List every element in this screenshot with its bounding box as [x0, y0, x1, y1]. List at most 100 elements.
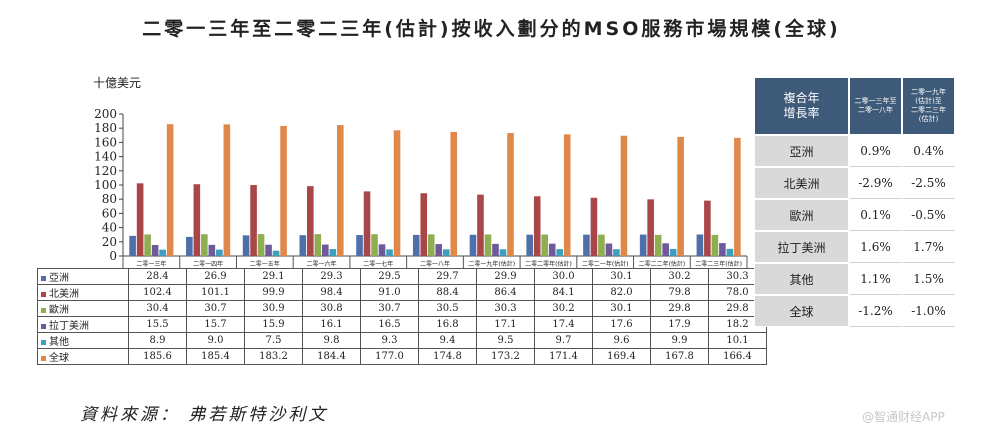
series-label: 北美洲: [37, 284, 129, 301]
data-cell: 9.8: [302, 332, 361, 349]
data-cell: 30.4: [128, 300, 187, 317]
bar: [590, 197, 598, 256]
category-label: 二零一九年(估計): [468, 260, 515, 268]
bar: [151, 244, 159, 256]
data-cell: 16.1: [302, 316, 361, 333]
series-name: 全球: [49, 353, 69, 364]
data-cell: 173.2: [476, 348, 535, 365]
bar: [321, 244, 329, 256]
cagr-2019-2023: 0.4%: [902, 135, 955, 167]
cagr-region: 北美洲: [754, 167, 849, 199]
bar: [450, 131, 458, 256]
cagr-row: 歐洲 0.1% -0.5%: [754, 199, 955, 231]
cagr-row: 其他 1.1% 1.5%: [754, 263, 955, 295]
legend-swatch: [41, 323, 46, 329]
cagr-table: 複合年 增長率 二零一三年至 二零一八年 二零一九年 (估計)至 二零二三年 (估計) 亞…: [754, 77, 955, 327]
bar: [734, 137, 741, 256]
cagr-header-label: 複合年 增長率: [754, 77, 849, 135]
cagr-row: 全球 -1.2% -1.0%: [754, 295, 955, 327]
bar: [556, 249, 564, 256]
cagr-region: 全球: [754, 295, 849, 327]
bar: [250, 185, 257, 256]
data-cell: 16.8: [418, 316, 477, 333]
category-label: 二零一七年: [363, 260, 393, 268]
data-table-row: 拉丁美洲 15.5 15.7 15.9 16.1 16.5 16.8 17.1 17.4 17.6…: [37, 316, 767, 333]
data-cell: 9.4: [418, 332, 477, 349]
y-tick-label: 140: [94, 150, 117, 164]
cagr-row: 北美洲 -2.9% -2.5%: [754, 167, 955, 199]
bar: [393, 130, 401, 256]
data-cell: 30.8: [302, 300, 361, 317]
data-cell: 9.3: [360, 332, 419, 349]
data-cell: 15.9: [244, 316, 303, 333]
data-cell: 30.3: [476, 300, 535, 317]
bar: [193, 184, 201, 256]
data-cell: 183.2: [244, 348, 303, 365]
bar: [677, 136, 684, 256]
cagr-header-2019-2023: 二零一九年 (估計)至 二零二三年 (估計): [902, 77, 955, 135]
data-cell: 10.1: [708, 332, 767, 349]
bar: [563, 134, 571, 256]
data-cell: 30.1: [592, 268, 651, 285]
data-table: 亞洲 28.4 26.9 29.1 29.3 29.5 29.7 29.9 30.0 30.1 30…: [37, 268, 767, 365]
cagr-2019-2023: 1.5%: [902, 263, 955, 295]
cagr-header-2013-2018: 二零一三年至 二零一八年: [849, 77, 902, 135]
data-cell: 167.8: [650, 348, 709, 365]
data-table-row: 亞洲 28.4 26.9 29.1 29.3 29.5 29.7 29.9 30.0 30.1 30…: [37, 268, 767, 285]
bar: [356, 235, 363, 256]
bar: [647, 199, 654, 256]
bar: [711, 234, 719, 256]
data-cell: 185.6: [128, 348, 187, 365]
bar: [223, 124, 231, 256]
bar: [314, 234, 322, 256]
cagr-row: 拉丁美洲 1.6% 1.7%: [754, 231, 955, 263]
bar: [442, 249, 450, 256]
bar: [371, 234, 378, 256]
bar: [541, 234, 549, 256]
bar: [257, 234, 265, 256]
bar: [696, 234, 704, 256]
data-cell: 16.5: [360, 316, 419, 333]
bar: [533, 196, 541, 256]
data-table-row: 北美洲 102.4 101.1 99.9 98.4 91.0 88.4 86.4 84.1 82.…: [37, 284, 767, 301]
category-label: 二零一八年: [420, 260, 450, 268]
bar: [136, 183, 144, 256]
cagr-2013-2018: 0.1%: [849, 199, 902, 231]
data-cell: 86.4: [476, 284, 535, 301]
category-labels: 二零一三年 二零一四年 二零一五年 二零一六年 二零一七年 二零一八年 二零一九年(估計) 二…: [122, 256, 748, 269]
y-tick-label: 80: [102, 192, 117, 206]
bar: [499, 249, 507, 256]
bar: [435, 244, 443, 256]
data-cell: 98.4: [302, 284, 361, 301]
data-cell: 79.8: [650, 284, 709, 301]
bar: [144, 234, 151, 256]
y-tick-label: 180: [94, 121, 117, 135]
category-label: 二零一三年: [136, 260, 166, 268]
bar: [363, 191, 371, 256]
data-cell: 30.2: [534, 300, 593, 317]
data-cell: 29.5: [360, 268, 419, 285]
data-cell: 30.5: [418, 300, 477, 317]
bar: [583, 234, 590, 256]
bar: [669, 248, 677, 256]
data-table-row: 歐洲 30.4 30.7 30.9 30.8 30.7 30.5 30.3 30.2 30.1 29…: [37, 300, 767, 317]
data-cell: 101.1: [186, 284, 245, 301]
data-cell: 30.7: [186, 300, 245, 317]
bar: [605, 243, 613, 256]
y-tick-label: 100: [94, 178, 117, 192]
y-axis-unit: 十億美元: [93, 76, 142, 90]
series-label: 歐洲: [37, 300, 129, 317]
data-cell: 174.8: [418, 348, 477, 365]
bar: [386, 249, 393, 256]
series-label: 拉丁美洲: [37, 316, 129, 333]
cagr-region: 歐洲: [754, 199, 849, 231]
bar: [654, 234, 662, 256]
data-cell: 9.9: [650, 332, 709, 349]
bars: [129, 124, 741, 257]
category-label: 二零二零年(估計): [525, 260, 572, 268]
bar: [242, 235, 250, 256]
data-table-row: 全球 185.6 185.4 183.2 184.4 177.0 174.8 173.2 171…: [37, 348, 767, 365]
chart-title: 二零一三年至二零二三年(估計)按收入劃分的MSO服務市場規模(全球): [142, 18, 841, 40]
series-label: 其他: [37, 332, 129, 349]
